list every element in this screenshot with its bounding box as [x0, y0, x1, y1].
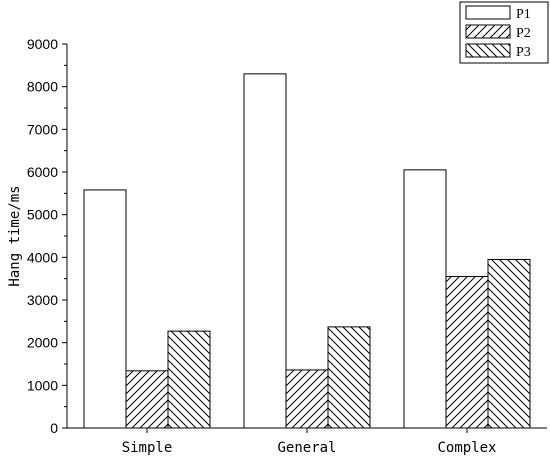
bar-p3-simple [167, 330, 211, 429]
legend-swatch-p3 [465, 43, 511, 58]
labels: 0 1000 2000 3000 4000 5000 6000 7000 8000 9000 Sim… [7, 36, 497, 456]
y-tick-label: 8000 [27, 79, 58, 95]
bar-p1-general [243, 73, 287, 429]
y-tick-label: 4000 [27, 249, 58, 265]
y-tick-label: 0 [50, 420, 58, 436]
legend-label-p2: P2 [516, 26, 531, 41]
x-tick-label: General [277, 440, 336, 456]
bar-p1-simple [83, 189, 127, 429]
bar-p2-general [285, 369, 329, 429]
bar-p2-complex [445, 276, 489, 429]
legend-label-p1: P1 [516, 7, 531, 22]
legend-swatch-p2 [465, 24, 511, 39]
bar-p3-general [327, 326, 371, 429]
y-tick-label: 3000 [27, 292, 58, 308]
x-tick-label: Complex [437, 440, 496, 456]
y-tick-label: 9000 [27, 36, 58, 52]
legend-swatch-p1 [465, 5, 511, 20]
x-tick-label: Simple [122, 440, 173, 456]
y-tick-label: 1000 [27, 377, 58, 393]
y-axis-title: Hang time/ms [7, 185, 23, 286]
bar-p1-complex [403, 169, 447, 429]
bar-p3-complex [487, 258, 531, 429]
y-tick-label: 5000 [27, 207, 58, 223]
y-tick-label: 7000 [27, 121, 58, 137]
bars [83, 73, 531, 429]
legend: P1 P2 P3 [459, 1, 549, 64]
bar-p2-simple [125, 370, 169, 429]
legend-label-p3: P3 [516, 45, 531, 60]
y-tick-label: 2000 [27, 335, 58, 351]
y-tick-label: 6000 [27, 164, 58, 180]
